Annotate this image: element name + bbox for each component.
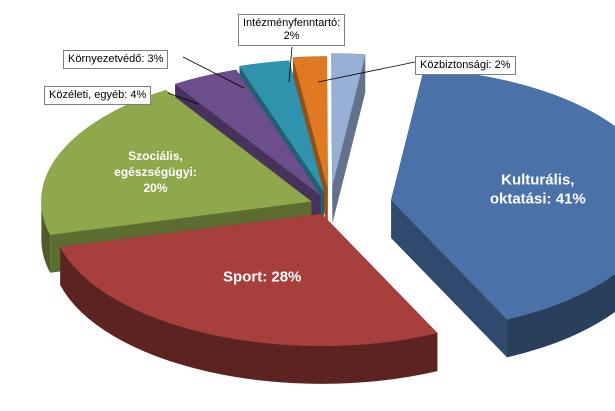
leader-line-kozbiztonsagi-2 <box>317 61 416 83</box>
slice-sport-28 <box>59 213 438 347</box>
slice-kozbiztonsagi-2 <box>331 53 366 186</box>
slice-wall-kozbiztonsagi-2-1 <box>332 54 366 224</box>
slice-wall-kulturalis-1 <box>391 200 508 358</box>
slice-rim-sport-28 <box>60 247 438 384</box>
slice-label-sport-28: Sport: 28% <box>223 268 301 285</box>
slice-label-kulturalis: Kulturális, oktatási: 41% <box>490 171 586 207</box>
callout-intezmenyfenntarto: Intézményfenntartó: 2% <box>238 14 346 46</box>
leader-line-kozeleti-egyeb-4 <box>167 92 199 105</box>
slice-kornyezetvedo-3 <box>239 60 325 192</box>
leader-line-intezmenyfenntarto <box>288 46 293 83</box>
slice-rim-szocialis <box>41 201 51 273</box>
callout-kozeleti-egyeb-4: Közéleti, egyéb: 4% <box>44 86 152 105</box>
leader-lines <box>167 46 416 105</box>
slice-kozeleti-egyeb-4 <box>174 69 321 196</box>
slice-kulturalis <box>390 68 615 320</box>
slice-label-szocialis: Szociális, egészségügyi: 20% <box>114 149 197 195</box>
slice-rim-kulturalis <box>507 273 615 358</box>
callout-kozbiztonsagi-2: Közbiztonsági: 2% <box>415 56 516 75</box>
slice-tops <box>41 53 615 347</box>
slice-intezmenyfenntarto <box>292 56 328 189</box>
slice-labels: Kulturális, oktatási: 41% Sport: 28% Szociá… <box>114 149 586 286</box>
callout-kornyezetvedo-3: Környezetvédő: 3% <box>63 50 169 69</box>
leader-line-kornyezetvedo-3 <box>182 56 245 89</box>
